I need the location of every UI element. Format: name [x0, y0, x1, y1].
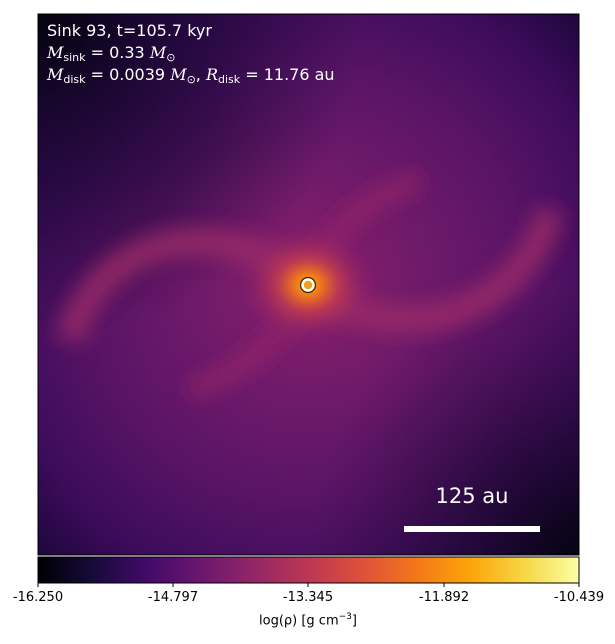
colorbar-tick-label: -11.892 [418, 590, 470, 605]
disk-solar-sub: ⊙ [186, 73, 196, 86]
solar-mass-symbol: M [149, 43, 167, 62]
colorbar-label-prefix: log(ρ) [g cm [259, 613, 339, 629]
disk-mass-sub: disk [63, 73, 86, 86]
sink-title: Sink 93, t=105.7 kyr [47, 21, 212, 40]
separator: , [195, 65, 206, 84]
colorbar [37, 556, 580, 584]
disk-solar-symbol: M [170, 65, 187, 84]
colorbar-label-suffix: ] [351, 613, 357, 629]
scale-bar-label: 125 au [435, 484, 509, 508]
disk-radius-symbol: R [205, 65, 219, 84]
disk-radius-sub: disk [218, 73, 241, 86]
colorbar-label-exp: −3 [338, 612, 352, 622]
sink-mass-value: = 0.33 [85, 43, 150, 62]
sink-mass-label: Msink = 0.33 M⊙ [47, 43, 175, 63]
solar-mass-sub: ⊙ [166, 51, 176, 64]
disk-mass-symbol: M [47, 65, 64, 84]
sink-mass-sub: sink [63, 51, 86, 64]
colorbar-tick-label: -10.439 [553, 590, 605, 605]
disk-radius-value: = 11.76 au [240, 65, 335, 84]
scale-bar [404, 526, 540, 532]
colorbar-tick-label: -16.250 [12, 590, 64, 605]
colorbar-tick-label: -13.345 [282, 590, 334, 605]
disk-label: Mdisk = 0.0039 M⊙, Rdisk = 11.76 au [47, 65, 335, 85]
colorbar-tick-label: -14.797 [147, 590, 199, 605]
sink-marker [301, 278, 315, 292]
colorbar-ticks [37, 583, 580, 587]
disk-mass-value: = 0.0039 [85, 65, 171, 84]
colorbar-label: log(ρ) [g cm−3] [259, 612, 357, 628]
sink-mass-symbol: M [47, 43, 64, 62]
